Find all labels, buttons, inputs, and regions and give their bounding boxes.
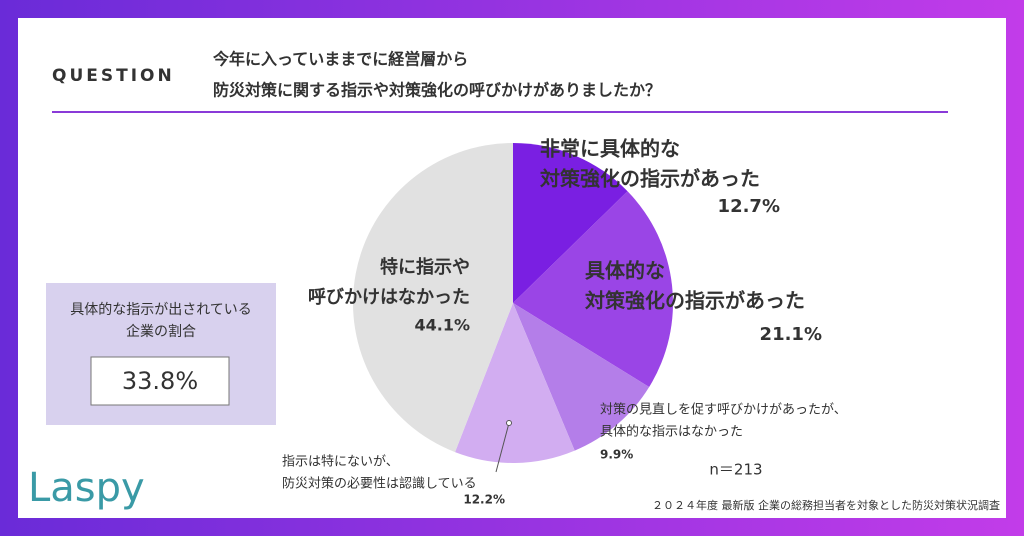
summary-label: 具体的な指示が出されている (70, 302, 252, 318)
source-note: ２０２４年度 最新版 企業の総務担当者を対象とした防災対策状況調査 (652, 498, 1000, 512)
value-label: 12.7% (718, 196, 780, 217)
summary-value: 33.8% (122, 367, 198, 395)
slice-label: 防災対策の必要性は認識している (282, 476, 477, 492)
slice-label: 具体的な (585, 259, 665, 283)
sample-size: n＝213 (709, 461, 762, 479)
summary-value-box (90, 356, 230, 406)
summary-label: 企業の割合 (126, 323, 196, 340)
pie-slice (353, 143, 513, 453)
question-label: QUESTION (52, 66, 175, 86)
slice-label: 具体的な指示はなかった (600, 424, 743, 440)
value-label: 9.9% (600, 448, 633, 462)
slice-label: 対策の見直しを促す呼びかけがあったが、 (600, 402, 847, 418)
value-label: 21.1% (760, 324, 822, 345)
question-line: 今年に入っていままでに経営層から (212, 50, 468, 69)
leader-dot (506, 420, 512, 426)
slice-label: 非常に具体的な (540, 137, 680, 161)
leader-line (495, 422, 510, 473)
slice-label: 対策強化の指示があった (584, 289, 805, 313)
pie-slice (455, 303, 575, 463)
slice-label: 特に指示や (380, 256, 470, 278)
slice-label: 対策強化の指示があった (539, 167, 760, 191)
pie-slice (513, 191, 673, 388)
logo: Laspy (28, 465, 145, 511)
slice-label: 呼びかけはなかった (308, 287, 470, 308)
slice-label: 指示は特にないが、 (282, 455, 399, 470)
pie-slice (513, 143, 628, 303)
value-label: 44.1% (414, 316, 470, 335)
value-label: 12.2% (463, 493, 505, 507)
question-line: 防災対策に関する指示や対策強化の呼びかけがありましたか？ (213, 81, 661, 100)
pie-slice (513, 303, 650, 451)
